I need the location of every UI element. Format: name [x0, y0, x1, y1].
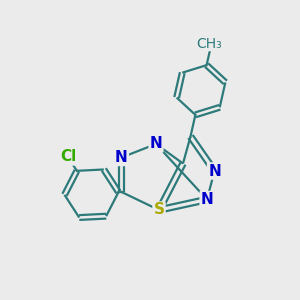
Text: Cl: Cl — [60, 149, 76, 164]
Text: N: N — [201, 192, 213, 207]
Text: N: N — [115, 150, 128, 165]
Text: S: S — [154, 202, 164, 217]
Text: N: N — [208, 164, 221, 178]
Text: CH₃: CH₃ — [197, 37, 223, 51]
Text: N: N — [150, 136, 162, 152]
